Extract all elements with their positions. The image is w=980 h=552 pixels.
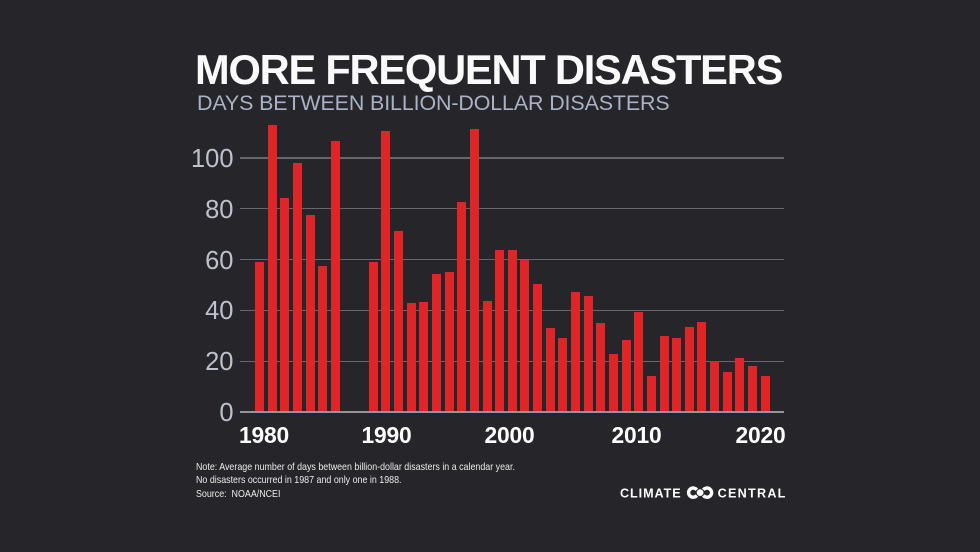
svg-text:CENTRAL: CENTRAL bbox=[718, 486, 787, 500]
svg-text:CLIMATE: CLIMATE bbox=[620, 486, 682, 500]
